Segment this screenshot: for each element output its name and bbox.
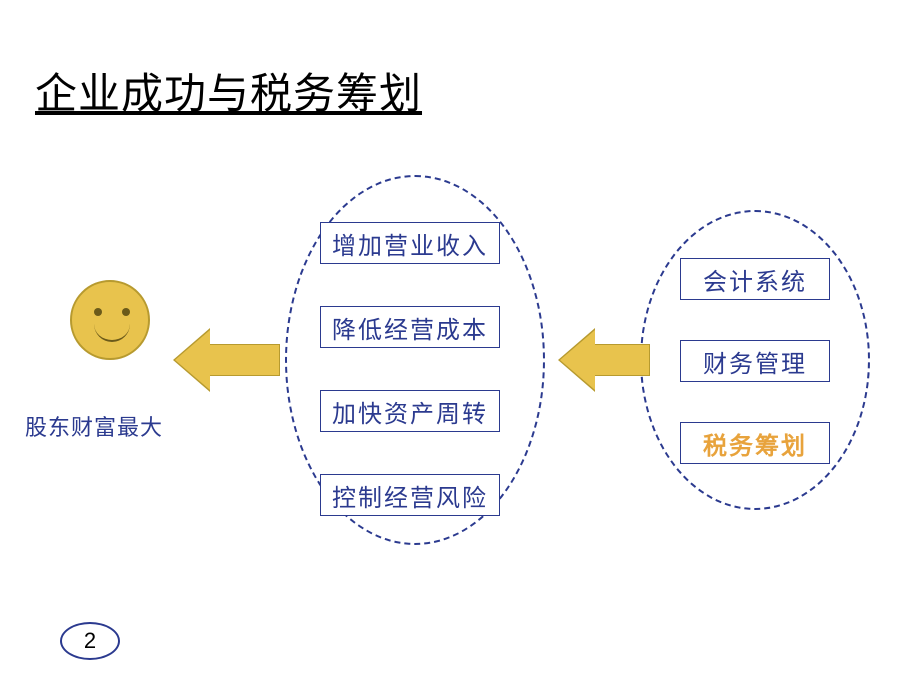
arrow-right-icon [560,330,650,390]
slide-title: 企业成功与税务筹划 [35,60,422,121]
smiley-eye-right [122,308,130,316]
smiley-mouth [94,324,130,342]
right-box-1: 财务管理 [680,340,830,382]
middle-box-2: 加快资产周转 [320,390,500,432]
smiley-icon [70,280,150,360]
arrow-head [175,330,210,390]
smiley-eye-left [94,308,102,316]
middle-box-0: 增加营业收入 [320,222,500,264]
arrow-head [560,330,595,390]
middle-box-1: 降低经营成本 [320,306,500,348]
middle-box-3: 控制经营风险 [320,474,500,516]
smiley-caption: 股东财富最大 [25,410,163,442]
right-box-0: 会计系统 [680,258,830,300]
page-number-badge: 2 [60,622,120,660]
right-box-2: 税务筹划 [680,422,830,464]
arrow-shaft [595,344,650,376]
arrow-left-icon [175,330,280,390]
arrow-shaft [210,344,280,376]
